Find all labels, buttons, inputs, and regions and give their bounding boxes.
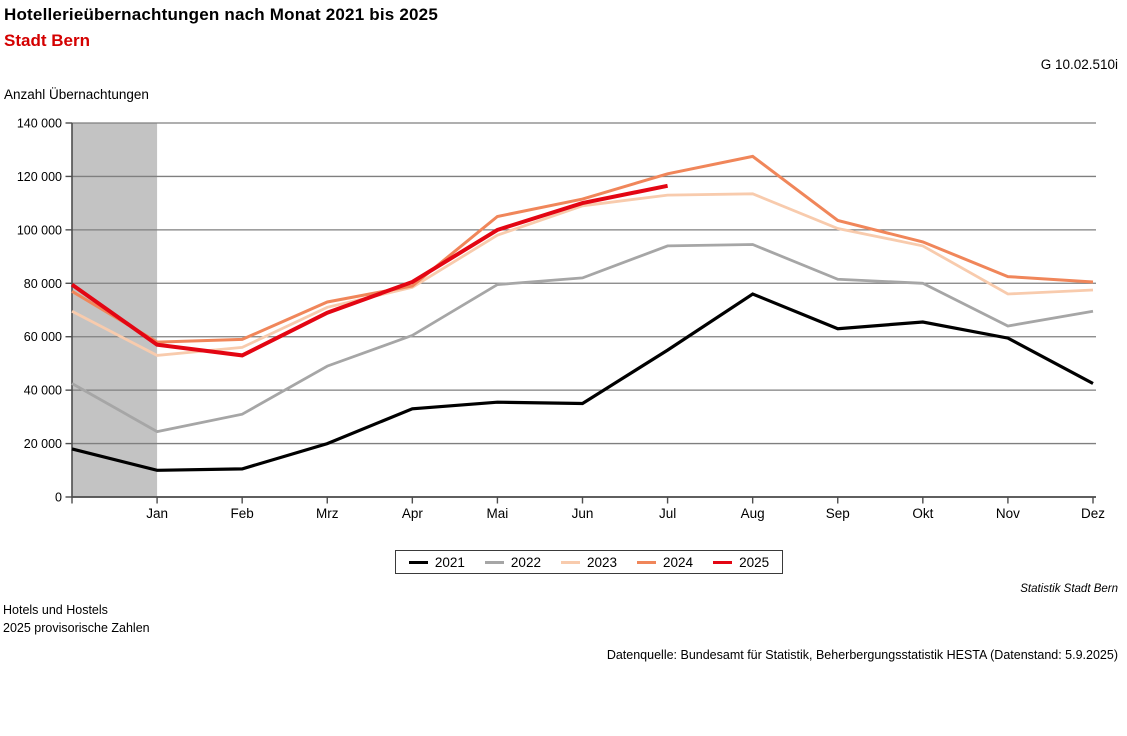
previous-year-shaded-band: [72, 123, 158, 497]
y-tick-label-40000: 40 000: [24, 384, 62, 398]
y-tick-label-100000: 100 000: [17, 223, 62, 237]
x-tick-label-nov: Nov: [996, 506, 1020, 521]
page-title: Hotellerieübernachtungen nach Monat 2021…: [4, 5, 438, 24]
legend-label-2024: 2024: [663, 554, 694, 570]
x-tick-label-mai: Mai: [487, 506, 509, 521]
legend-swatch-2021: [408, 560, 428, 564]
chart-legend: 2021 2022 2023 2024 2025: [395, 550, 783, 574]
legend-item-2021: 2021: [408, 554, 465, 570]
series-line-2025: [70, 183, 668, 358]
y-tick-label-120000: 120 000: [17, 170, 62, 184]
legend-label-2023: 2023: [586, 554, 618, 570]
y-tick-label-140000: 140 000: [17, 117, 62, 131]
x-tick-label-sep: Sep: [826, 506, 850, 521]
series-line-2021: [71, 292, 1094, 472]
legend-swatch-2024: [637, 560, 657, 564]
publisher-note: Statistik Stadt Bern: [1020, 583, 1118, 595]
x-tick-label-jan: Jan: [146, 506, 168, 521]
legend-swatch-2025: [713, 560, 733, 564]
y-tick-label-0: 0: [55, 491, 62, 505]
legend-swatch-2023: [560, 560, 580, 564]
line-chart: 0 20 000 40 000 60 000 80 000 100 000 120 000 1…: [17, 117, 1105, 522]
footnote-hotels: Hotels und Hostels: [3, 603, 108, 617]
x-tick-label-dez: Dez: [1081, 506, 1105, 521]
footnote-provisional: 2025 provisorische Zahlen: [3, 621, 150, 635]
x-tick-label-aug: Aug: [741, 506, 765, 521]
x-tick-label-jun: Jun: [572, 506, 594, 521]
x-tick-label-apr: Apr: [402, 506, 424, 521]
legend-label-2021: 2021: [434, 554, 465, 570]
graph-id: G 10.02.510i: [1040, 57, 1118, 72]
legend-item-2023: 2023: [560, 554, 618, 570]
legend-item-2022: 2022: [484, 554, 541, 570]
x-tick-label-mrz: Mrz: [316, 506, 339, 521]
y-tick-label-80000: 80 000: [24, 277, 62, 291]
y-axis-caption: Anzahl Übernachtungen: [4, 87, 149, 102]
legend-swatch-2022: [484, 560, 504, 564]
y-tick-label-60000: 60 000: [24, 330, 62, 344]
y-tick-label-20000: 20 000: [24, 437, 62, 451]
datasource-note: Datenquelle: Bundesamt für Statistik, Be…: [606, 648, 1118, 662]
legend-label-2022: 2022: [510, 554, 541, 570]
x-tick-label-okt: Okt: [912, 506, 933, 521]
legend-item-2024: 2024: [637, 555, 693, 570]
series-line-2022: [71, 243, 1094, 434]
legend-label-2025: 2025: [739, 554, 770, 570]
series-line-2024: [71, 154, 1094, 344]
legend-item-2025: 2025: [713, 555, 769, 570]
x-tick-label-feb: Feb: [231, 506, 254, 521]
x-tick-label-jul: Jul: [659, 506, 676, 521]
series-line-2023: [71, 192, 1094, 357]
page-subtitle: Stadt Bern: [4, 31, 90, 50]
